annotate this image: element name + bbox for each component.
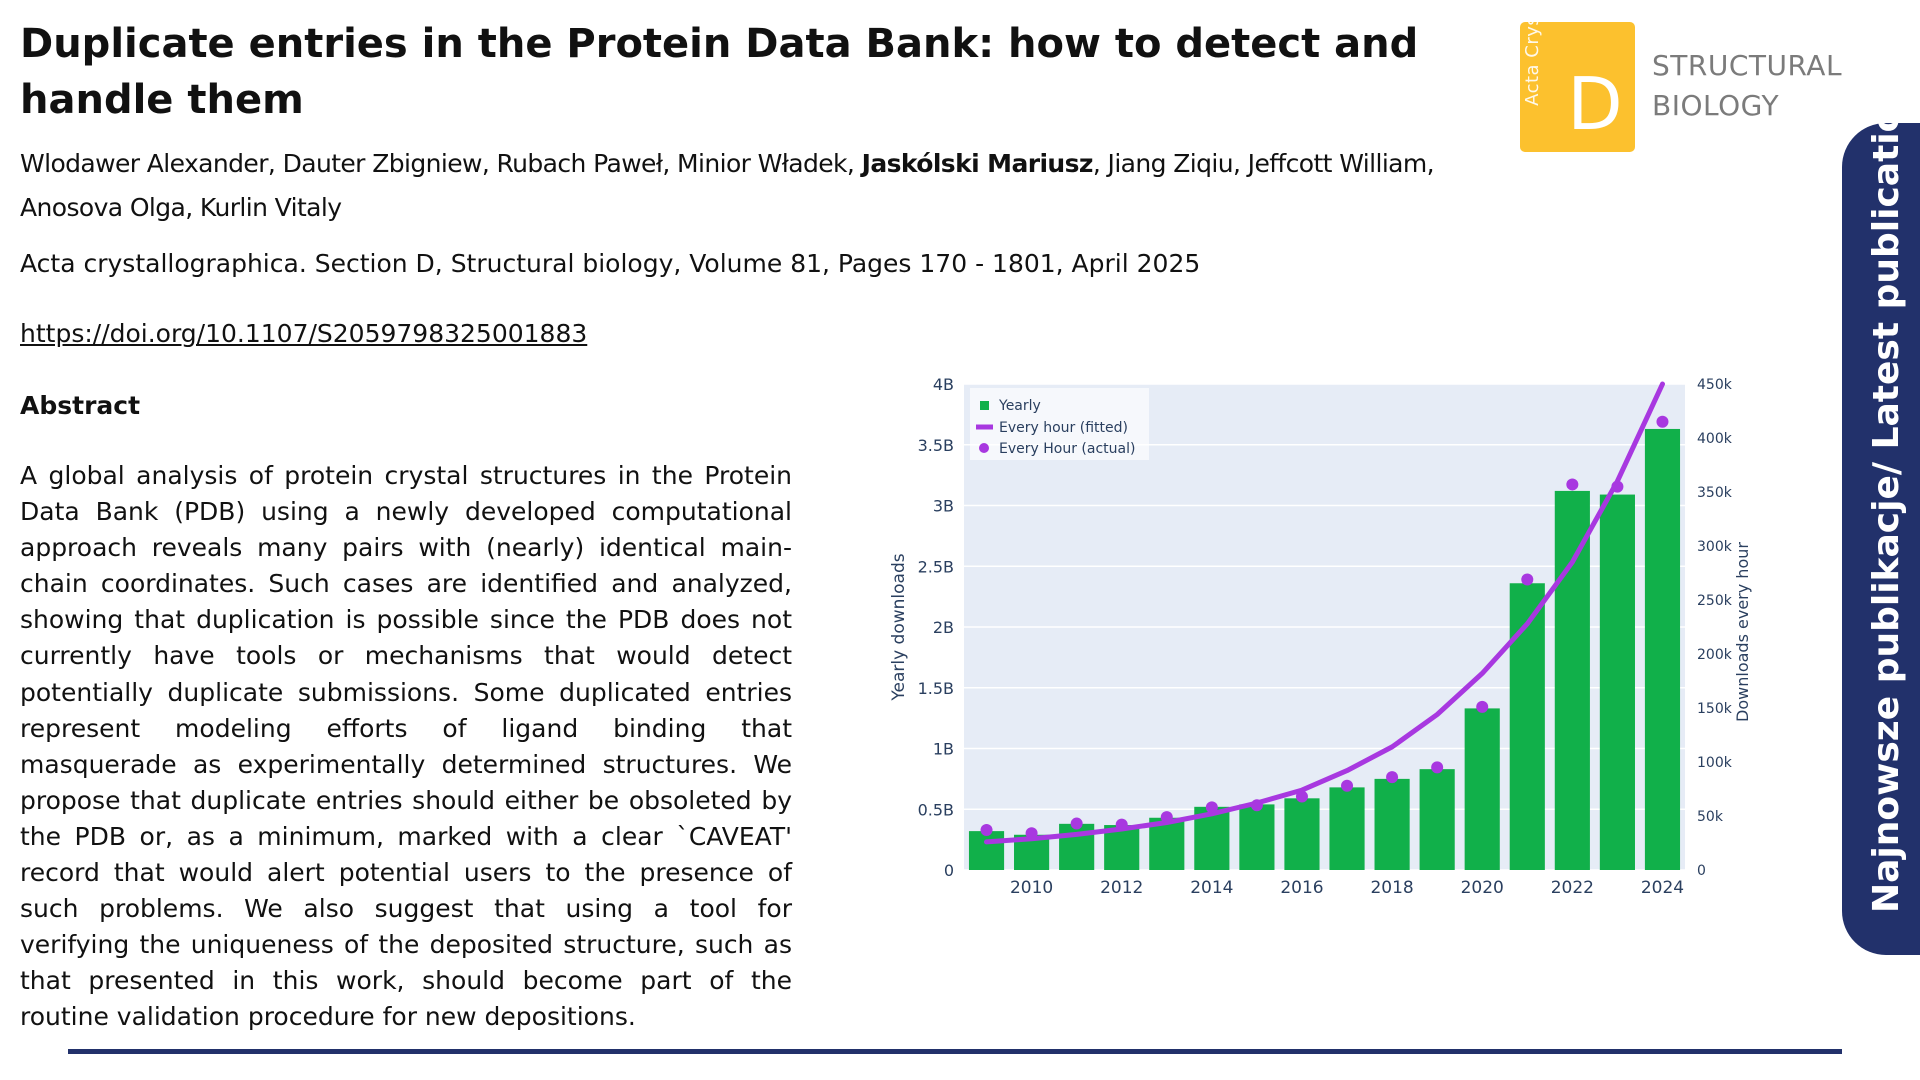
bar-yearly [968,831,1005,870]
point-hourly-actual [1386,771,1399,784]
journal-logo: Acta Cryst D STRUCTURAL BIOLOGY [1520,8,1842,154]
y-axis-title: Yearly downloads [889,553,909,701]
bottom-divider [68,1049,1842,1054]
doi-link[interactable]: https://doi.org/10.1107/S205979832500188… [20,319,588,348]
point-hourly-actual [1656,415,1669,428]
y-tick-label: 0.5B [918,800,954,819]
bar-yearly [1554,490,1590,870]
x-tick-label: 2010 [1010,878,1053,898]
legend-label-yearly: Yearly [998,398,1041,414]
x-tick-label: 2016 [1280,878,1323,898]
downloads-chart: 0 0.5B 1B 1.5B 2B 2.5B 3B 3.5B 4B 0 50k 100k 150k 200… [875,375,1765,910]
bar-yearly [1644,428,1681,870]
point-hourly-actual [980,824,993,837]
authors-after: , Jiang Ziqiu, Jeffcott William, Anosova… [20,149,1435,222]
x-tick-label: 2012 [1100,878,1143,898]
logo-line-2: BIOLOGY [1652,89,1780,122]
y2-tick-label: 350k [1697,485,1733,501]
y-tick-label: 1B [933,740,954,759]
x-tick-label: 2024 [1641,878,1684,898]
y-tick-label: 0 [944,861,954,880]
legend-label-actual: Every Hour (actual) [999,441,1135,457]
point-hourly-actual [1025,827,1038,840]
downloads-chart-svg: 0 0.5B 1B 1.5B 2B 2.5B 3B 3.5B 4B 0 50k 100k 150k 200… [889,375,1752,898]
bar-yearly [1509,583,1545,870]
point-hourly-actual [1295,790,1308,803]
legend-box [970,388,1149,460]
bar-yearly [1599,494,1635,870]
legend-swatch-actual [979,443,989,453]
point-hourly-actual [1566,478,1579,491]
point-hourly-actual [1205,801,1218,814]
point-hourly-actual [1431,761,1444,774]
point-hourly-actual [1521,573,1534,586]
latest-publications-label: Najnowsze publikacje/ Latest publication… [1866,60,1907,913]
legend-label-fitted: Every hour (fitted) [999,420,1128,436]
logo-badge: Acta Cryst D [1520,8,1635,152]
bar-yearly [1464,708,1500,870]
y-tick-label: 2B [933,618,954,637]
point-hourly-actual [1115,818,1128,831]
logo-wordmark: STRUCTURAL BIOLOGY [1652,46,1852,126]
line-hourly-fitted [984,381,1665,845]
journal-citation: Acta crystallographica. Section D, Struc… [20,249,1201,278]
y2-tick-label: 250k [1697,593,1733,609]
bar-yearly [1329,787,1365,870]
bar-yearly [1374,778,1410,870]
logo-letter: D [1567,62,1623,146]
latest-publications-tab[interactable] [1842,123,1920,955]
point-hourly-actual [1611,480,1624,493]
y2-tick-label: 0 [1697,863,1706,879]
logo-line-1: STRUCTURAL [1652,49,1843,82]
point-hourly-actual [1070,817,1083,830]
y2-tick-label: 200k [1697,647,1733,663]
y-tick-label: 1.5B [918,679,954,698]
author-list: Wlodawer Alexander, Dauter Zbigniew, Rub… [20,142,1500,230]
x-tick-label: 2018 [1370,878,1413,898]
y2-tick-label: 50k [1697,809,1724,825]
highlighted-author: Jaskólski Mariusz [861,149,1094,178]
legend-swatch-yearly [980,401,989,410]
y-tick-label: 2.5B [918,557,954,576]
point-hourly-actual [1250,799,1263,812]
bar-yearly [1239,804,1275,870]
y-tick-label: 4B [933,375,954,394]
bar-yearly [1284,798,1320,870]
x-tick-label: 2020 [1461,878,1504,898]
y2-axis-title: Downloads every hour [1733,542,1752,722]
point-hourly-actual [1160,811,1173,824]
y-tick-label: 3.5B [918,436,954,455]
point-hourly-actual [1341,779,1354,792]
point-hourly-actual [1476,700,1489,713]
publication-title: Duplicate entries in the Protein Data Ba… [20,21,1419,123]
y2-tick-label: 100k [1697,755,1733,771]
y-tick-label: 3B [933,497,954,516]
x-tick-label: 2022 [1551,878,1594,898]
authors-before: Wlodawer Alexander, Dauter Zbigniew, Rub… [20,149,862,178]
y2-tick-label: 450k [1697,377,1733,393]
y2-tick-label: 150k [1697,701,1733,717]
y2-tick-label: 300k [1697,539,1733,555]
abstract-heading: Abstract [20,391,141,420]
bar-yearly [1419,769,1455,870]
y2-tick-label: 400k [1697,431,1733,447]
abstract-text: A global analysis of protein crystal str… [20,461,792,1032]
x-tick-label: 2014 [1190,878,1233,898]
logo-vertical-text: Acta Cryst [1522,8,1543,106]
